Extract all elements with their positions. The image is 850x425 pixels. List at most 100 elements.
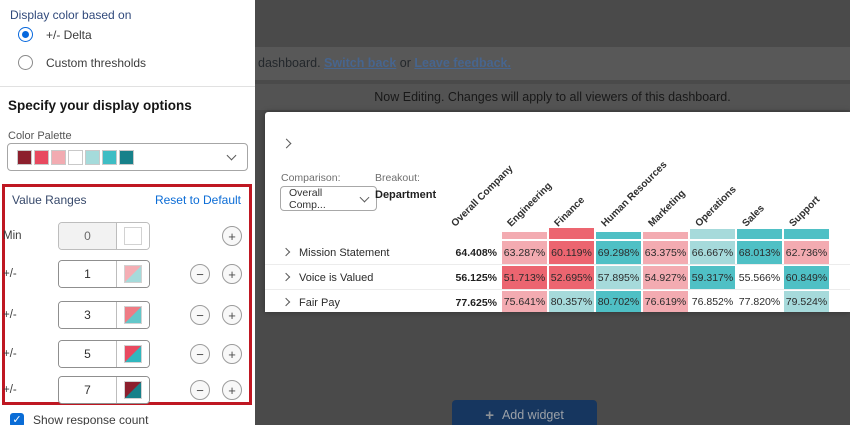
heatmap-cell[interactable]: 80.702% bbox=[596, 291, 641, 312]
breakout-label: Breakout: bbox=[375, 172, 420, 184]
range-color-button[interactable] bbox=[117, 302, 149, 328]
heatmap-cell[interactable]: 66.667% bbox=[690, 241, 735, 264]
checkbox-checked-icon[interactable]: ✓ bbox=[10, 413, 24, 425]
heatmap-cell[interactable]: 69.298% bbox=[596, 241, 641, 264]
heatmap-cell[interactable]: 57.895% bbox=[596, 266, 641, 289]
display-options-heading: Specify your display options bbox=[8, 98, 192, 113]
add-range-button[interactable]: + bbox=[222, 264, 242, 284]
range-color-button[interactable] bbox=[117, 341, 149, 367]
color-palette-select[interactable] bbox=[7, 143, 248, 171]
heatmap-cell[interactable]: 76.852% bbox=[690, 291, 735, 312]
value-range-row: Min + bbox=[0, 222, 255, 250]
heatmap-cell[interactable]: 51.713% bbox=[502, 266, 547, 289]
column-header: Sales bbox=[740, 203, 767, 230]
value-range-row: +/- − + bbox=[0, 376, 255, 404]
remove-range-button[interactable]: − bbox=[190, 305, 210, 325]
range-input-group bbox=[58, 301, 150, 329]
heatmap-cell[interactable]: 60.119% bbox=[549, 241, 594, 264]
heatmap-cell-partial bbox=[784, 229, 829, 239]
color-palette-label: Color Palette bbox=[8, 130, 72, 142]
chevron-right-icon[interactable] bbox=[281, 134, 297, 149]
leave-feedback-link[interactable]: Leave feedback. bbox=[414, 56, 511, 70]
heatmap-cell-partial bbox=[549, 228, 594, 239]
column-header: Engineering bbox=[505, 180, 555, 230]
heatmap-cell-partial bbox=[502, 232, 547, 239]
remove-range-button[interactable]: − bbox=[190, 264, 210, 284]
heatmap-cell[interactable]: 52.695% bbox=[549, 266, 594, 289]
range-color-button[interactable] bbox=[117, 377, 149, 403]
value-ranges-highlight-box bbox=[2, 184, 252, 405]
range-row-label: +/- bbox=[3, 348, 17, 360]
chevron-down-icon bbox=[359, 192, 370, 202]
heatmap-cell-partial bbox=[643, 232, 688, 239]
heatmap-cell[interactable]: 79.524% bbox=[784, 291, 829, 312]
expand-row-icon[interactable] bbox=[281, 272, 291, 282]
range-color-swatch bbox=[124, 306, 142, 324]
notification-conjunction: or bbox=[399, 56, 411, 70]
heatmap-cell-partial bbox=[690, 229, 735, 239]
range-value-input[interactable] bbox=[59, 341, 117, 367]
radio-delta-label: +/- Delta bbox=[46, 27, 92, 42]
heatmap-cell[interactable]: 54.927% bbox=[643, 266, 688, 289]
row-label[interactable]: Mission Statement bbox=[299, 247, 390, 259]
divider bbox=[0, 86, 255, 87]
add-range-button[interactable]: + bbox=[222, 380, 242, 400]
heatmap-cell-partial bbox=[737, 229, 782, 239]
palette-swatch bbox=[85, 149, 100, 165]
comparison-dropdown[interactable]: Overall Comp... bbox=[280, 186, 377, 211]
palette-swatch bbox=[51, 149, 66, 165]
range-value-input[interactable] bbox=[59, 377, 117, 403]
range-color-swatch bbox=[124, 227, 142, 245]
range-color-button[interactable] bbox=[117, 261, 149, 287]
range-color-swatch bbox=[124, 345, 142, 363]
radio-custom-thresholds[interactable]: Custom thresholds bbox=[18, 55, 146, 70]
heatmap-cell[interactable]: 59.317% bbox=[690, 266, 735, 289]
heatmap-cell[interactable]: 63.287% bbox=[502, 241, 547, 264]
plus-icon: + bbox=[485, 406, 494, 424]
heatmap-cell-partial bbox=[596, 232, 641, 239]
switch-back-link[interactable]: Switch back bbox=[324, 56, 397, 70]
expand-row-icon[interactable] bbox=[281, 247, 291, 257]
column-header: Marketing bbox=[646, 188, 688, 230]
heatmap-cell[interactable]: 63.375% bbox=[643, 241, 688, 264]
range-row-label: +/- bbox=[3, 384, 17, 396]
notification-prefix: dashboard. bbox=[258, 56, 321, 70]
heatmap-cell[interactable]: 76.619% bbox=[643, 291, 688, 312]
range-value-input[interactable] bbox=[59, 223, 117, 249]
heatmap-cell[interactable]: 75.641% bbox=[502, 291, 547, 312]
value-range-row: +/- − + bbox=[0, 260, 255, 288]
palette-swatch bbox=[68, 149, 83, 165]
table-row: Mission Statement 64.408% 63.287% 60.119… bbox=[265, 240, 850, 265]
heatmap-cell[interactable]: 77.820% bbox=[737, 291, 782, 312]
value-range-row: +/- − + bbox=[0, 301, 255, 329]
heatmap-cell[interactable]: 55.566% bbox=[737, 266, 782, 289]
radio-delta[interactable]: +/- Delta bbox=[18, 27, 92, 42]
row-label[interactable]: Voice is Valued bbox=[299, 272, 374, 284]
add-widget-button[interactable]: + Add widget bbox=[452, 400, 597, 425]
range-color-button[interactable] bbox=[117, 223, 149, 249]
palette-swatch bbox=[17, 149, 32, 165]
table-row: Voice is Valued 56.125% 51.713% 52.695% … bbox=[265, 265, 850, 290]
range-value-input[interactable] bbox=[59, 302, 117, 328]
add-range-button[interactable]: + bbox=[222, 226, 242, 246]
chevron-down-icon bbox=[226, 150, 237, 161]
heatmap-cell[interactable]: 62.736% bbox=[784, 241, 829, 264]
heatmap-cell[interactable]: 80.357% bbox=[549, 291, 594, 312]
add-range-button[interactable]: + bbox=[222, 344, 242, 364]
heatmap-cell[interactable]: 60.849% bbox=[784, 266, 829, 289]
add-range-button[interactable]: + bbox=[222, 305, 242, 325]
overall-value: 77.625% bbox=[455, 297, 497, 309]
heatmap-cell[interactable]: 68.013% bbox=[737, 241, 782, 264]
range-row-label: Min bbox=[3, 230, 22, 242]
row-label[interactable]: Fair Pay bbox=[299, 297, 340, 309]
range-input-group bbox=[58, 340, 150, 368]
reset-to-default-link[interactable]: Reset to Default bbox=[154, 193, 241, 207]
range-input-group bbox=[58, 222, 150, 250]
range-input-group bbox=[58, 376, 150, 404]
expand-row-icon[interactable] bbox=[281, 297, 291, 307]
column-header: Support bbox=[787, 194, 823, 230]
remove-range-button[interactable]: − bbox=[190, 344, 210, 364]
remove-range-button[interactable]: − bbox=[190, 380, 210, 400]
range-value-input[interactable] bbox=[59, 261, 117, 287]
